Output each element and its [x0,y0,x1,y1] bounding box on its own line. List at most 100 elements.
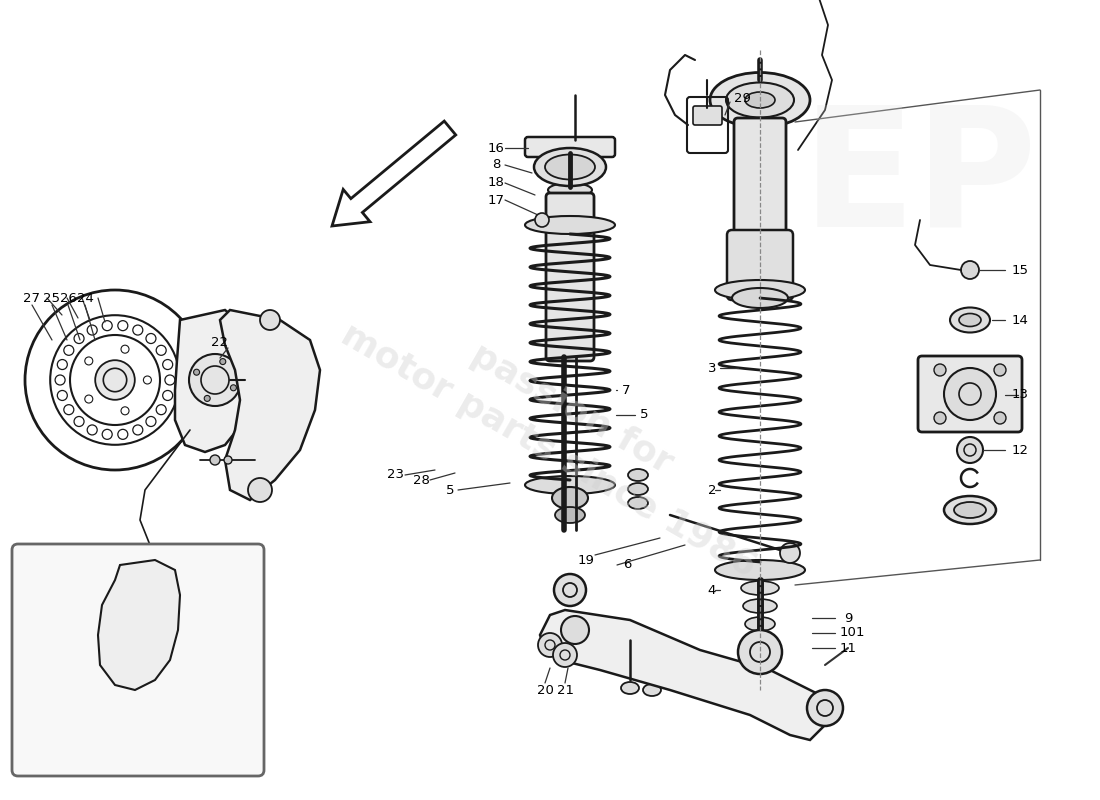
Text: 29: 29 [734,91,750,105]
Ellipse shape [745,617,776,631]
FancyBboxPatch shape [918,356,1022,432]
Text: 9: 9 [844,611,852,625]
Circle shape [561,616,588,644]
Circle shape [194,370,199,375]
Polygon shape [220,310,320,500]
Text: 4: 4 [707,583,716,597]
Circle shape [96,360,135,400]
Text: 15: 15 [1012,263,1028,277]
Circle shape [189,354,241,406]
Circle shape [224,456,232,464]
Ellipse shape [621,682,639,694]
Circle shape [210,455,220,465]
Circle shape [538,633,562,657]
Polygon shape [175,310,255,452]
Ellipse shape [715,280,805,300]
FancyBboxPatch shape [525,137,615,157]
Circle shape [230,385,236,390]
Circle shape [957,437,983,463]
Ellipse shape [552,487,589,509]
Circle shape [807,690,843,726]
Circle shape [554,574,586,606]
Text: 16: 16 [487,142,505,154]
Ellipse shape [644,684,661,696]
Ellipse shape [534,148,606,186]
Ellipse shape [628,497,648,509]
Text: 2: 2 [707,483,716,497]
Circle shape [156,566,164,574]
Text: 10: 10 [839,626,857,639]
FancyBboxPatch shape [693,106,722,125]
Text: Valid for CCM version: Valid for CCM version [46,741,213,755]
Text: 30: 30 [46,649,64,662]
Ellipse shape [747,635,773,649]
Ellipse shape [959,314,981,326]
Ellipse shape [742,599,777,613]
Text: EP: EP [802,98,1038,262]
Ellipse shape [944,496,996,524]
Text: 11: 11 [839,642,857,654]
Ellipse shape [726,82,794,118]
Ellipse shape [741,581,779,595]
Text: 28: 28 [412,474,429,486]
Circle shape [934,412,946,424]
Text: 27: 27 [23,291,41,305]
Circle shape [553,643,578,667]
Ellipse shape [950,307,990,333]
Circle shape [961,261,979,279]
Circle shape [934,364,946,376]
Text: passion for
motor parts since 1986: passion for motor parts since 1986 [334,276,785,584]
Text: 8: 8 [492,158,500,171]
Text: 24: 24 [77,291,94,305]
Circle shape [148,547,165,563]
Text: 21: 21 [557,683,573,697]
Text: 5: 5 [640,409,648,422]
Circle shape [151,676,160,684]
Text: 26: 26 [59,291,76,305]
Text: 6: 6 [623,558,631,571]
Text: 23: 23 [387,469,405,482]
Text: 18: 18 [487,177,505,190]
Text: 14: 14 [1012,314,1028,326]
Circle shape [994,412,1006,424]
Circle shape [738,630,782,674]
Ellipse shape [548,183,592,197]
Circle shape [205,395,210,402]
Ellipse shape [745,92,776,108]
Ellipse shape [628,483,648,495]
Text: 13: 13 [1012,389,1028,402]
Circle shape [535,213,549,227]
Circle shape [248,478,272,502]
Circle shape [780,543,800,563]
Ellipse shape [525,216,615,234]
Text: 3: 3 [707,362,716,374]
Text: 17: 17 [487,194,505,206]
Ellipse shape [544,154,595,179]
Text: 31: 31 [46,577,64,590]
FancyBboxPatch shape [734,118,786,236]
Text: 32: 32 [46,611,64,625]
Ellipse shape [732,288,788,308]
Circle shape [944,368,996,420]
Text: 5: 5 [446,483,454,497]
Text: 1: 1 [856,626,865,639]
Ellipse shape [710,73,810,127]
Ellipse shape [715,560,805,580]
Ellipse shape [954,502,986,518]
Text: 25: 25 [44,291,60,305]
FancyArrow shape [332,121,455,226]
Circle shape [106,671,114,679]
Text: 20: 20 [537,683,553,697]
Ellipse shape [749,653,771,667]
Text: 22: 22 [211,335,229,349]
Ellipse shape [628,469,648,481]
Ellipse shape [556,507,585,523]
Circle shape [994,364,1006,376]
Text: 19: 19 [578,554,594,566]
Text: 12: 12 [1012,443,1028,457]
Circle shape [260,310,280,330]
FancyBboxPatch shape [546,193,594,361]
Text: Vale per versione CCM: Vale per versione CCM [42,723,218,737]
FancyBboxPatch shape [12,544,264,776]
Ellipse shape [525,476,615,494]
